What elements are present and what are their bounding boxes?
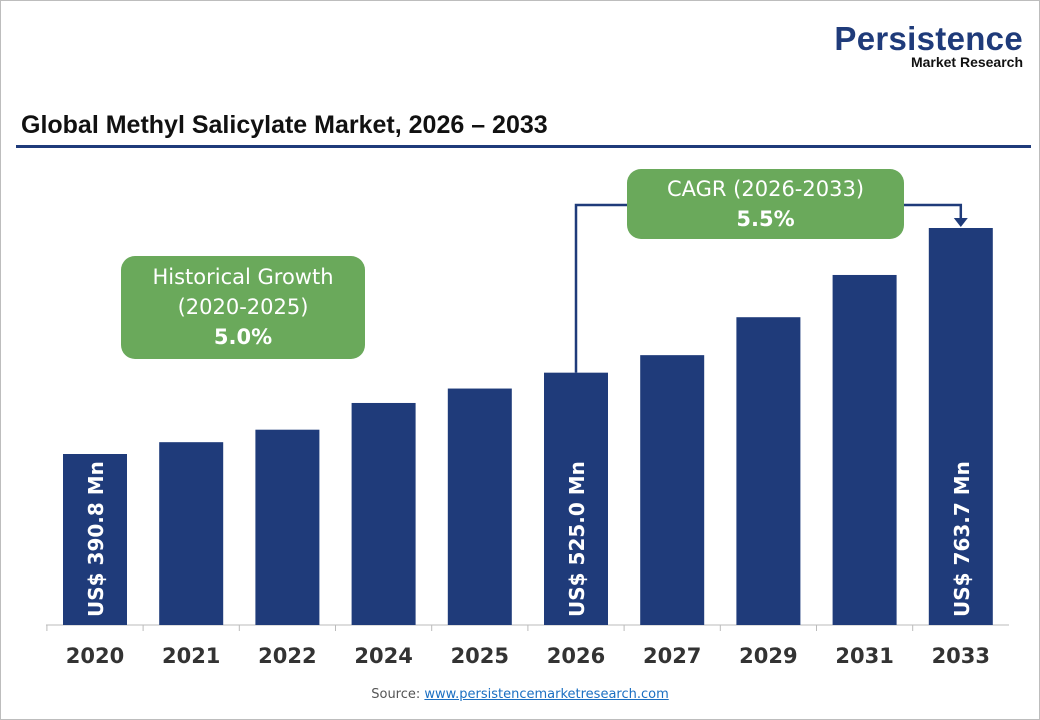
title-divider — [16, 145, 1031, 148]
x-tick-label: 2022 — [258, 644, 316, 668]
x-tick-label: 2031 — [835, 644, 893, 668]
cagr-box: CAGR (2026-2033) 5.5% — [627, 169, 904, 239]
data-label: US$ 763.7 Mn — [950, 461, 974, 617]
bar-2026 — [544, 372, 608, 625]
source-note: Source: www.persistencemarketresearch.co… — [1, 687, 1039, 702]
bar-2031 — [832, 274, 897, 625]
logo-name: Persistence — [834, 20, 1023, 57]
bar-2029 — [736, 317, 801, 625]
x-tick-label: 2026 — [547, 644, 605, 668]
bar-2021 — [159, 442, 224, 625]
logo-subtitle: Market Research — [910, 54, 1023, 70]
chart-title: Global Methyl Salicylate Market, 2026 – … — [21, 111, 548, 139]
logo: Persistence Market Research — [834, 20, 1023, 70]
cagr-label: CAGR (2026-2033) — [666, 177, 865, 201]
historical-period: (2020-2025) — [177, 295, 309, 319]
bar-2025 — [447, 388, 512, 625]
bar-2033 — [928, 228, 993, 625]
x-tick-label: 2029 — [739, 644, 797, 668]
data-label: US$ 525.0 Mn — [565, 461, 589, 617]
data-label: US$ 390.8 Mn — [84, 461, 108, 617]
bar-2022 — [255, 429, 320, 625]
source-link[interactable]: www.persistencemarketresearch.com — [424, 687, 669, 702]
x-tick-label: 2020 — [66, 644, 124, 668]
historical-growth-box: Historical Growth (2020-2025) 5.0% — [121, 256, 365, 359]
historical-value: 5.0% — [213, 325, 273, 349]
x-tick-label: 2024 — [354, 644, 412, 668]
x-tick-label: 2027 — [643, 644, 701, 668]
x-tick-label: 2033 — [932, 644, 990, 668]
bar-2027 — [640, 355, 705, 625]
source-label: Source: — [371, 687, 421, 702]
bar-2024 — [351, 402, 416, 625]
x-tick-label: 2025 — [451, 644, 509, 668]
x-tick-label: 2021 — [162, 644, 220, 668]
cagr-value: 5.5% — [736, 207, 795, 231]
arrow-head-icon — [953, 218, 968, 227]
bar-2020 — [63, 454, 127, 625]
historical-label: Historical Growth — [152, 265, 334, 289]
